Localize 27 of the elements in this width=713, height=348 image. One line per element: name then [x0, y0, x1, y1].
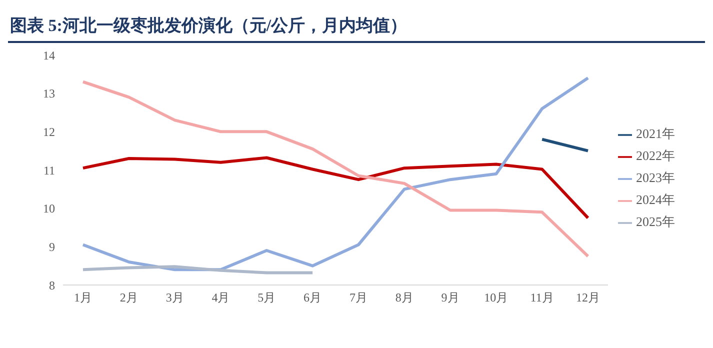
x-tick-label: 2月: [120, 290, 138, 305]
x-tick-label: 9月: [441, 290, 460, 305]
x-tick-label: 3月: [166, 290, 184, 305]
y-tick-label: 8: [49, 278, 55, 292]
x-tick-label: 11月: [530, 290, 554, 305]
x-tick-label: 5月: [258, 290, 276, 305]
legend-label: 2024年: [636, 192, 675, 207]
x-tick-label: 4月: [212, 290, 230, 305]
x-tick-label: 6月: [304, 290, 322, 305]
y-tick-label: 12: [43, 124, 55, 139]
chart-title: 图表 5:河北一级枣批发价演化（元/公斤，月内均值）: [8, 8, 705, 43]
y-tick-label: 14: [43, 48, 55, 62]
y-tick-label: 11: [43, 163, 55, 178]
y-tick-label: 10: [43, 202, 55, 216]
y-tick-label: 13: [43, 86, 55, 101]
line-series: [82, 265, 314, 274]
x-tick-label: 8月: [395, 290, 414, 305]
legend-label: 2023年: [636, 170, 675, 185]
legend-label: 2021年: [636, 126, 675, 141]
y-tick-label: 9: [49, 240, 55, 254]
legend-label: 2025年: [636, 214, 675, 229]
legend-label: 2022年: [636, 148, 675, 163]
x-tick-label: 10月: [484, 290, 508, 305]
line-series: [82, 156, 590, 220]
x-tick-label: 7月: [349, 290, 368, 305]
x-tick-label: 12月: [576, 290, 600, 305]
x-tick-label: 1月: [74, 290, 92, 305]
